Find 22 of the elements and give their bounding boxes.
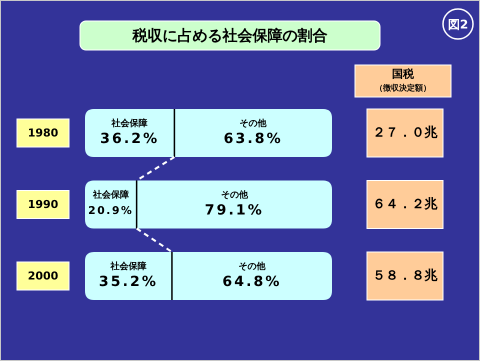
y-tick-label: 1980 [28, 126, 59, 140]
series-label: 社会保障 [92, 190, 129, 200]
text: 社会保障 [112, 119, 148, 129]
caption: 図2 [448, 18, 468, 32]
text: 国税 [392, 68, 415, 80]
y-tick-label: 2000 [28, 270, 59, 282]
text: ２７．０兆 [372, 126, 438, 140]
text: その他 [238, 262, 266, 272]
text: （徴収決定額） [375, 82, 431, 92]
text: ５８．８兆 [372, 268, 438, 284]
text: その他 [220, 190, 248, 200]
data-label: 64.8% [222, 274, 282, 290]
data-label: 36.2% [100, 131, 160, 147]
chart-title: 税収に占める社会保障の割合 [132, 26, 328, 44]
data-label: 20.9% [88, 204, 134, 217]
series-label: その他 [240, 118, 268, 129]
data-label: 79.1% [204, 202, 264, 218]
text: ６４．２兆 [372, 197, 438, 212]
y-tick-label: 1990 [28, 198, 59, 211]
text: 社会保障 [110, 262, 146, 272]
data-label: 35.2% [98, 274, 158, 290]
data-label: 63.8% [224, 131, 283, 147]
